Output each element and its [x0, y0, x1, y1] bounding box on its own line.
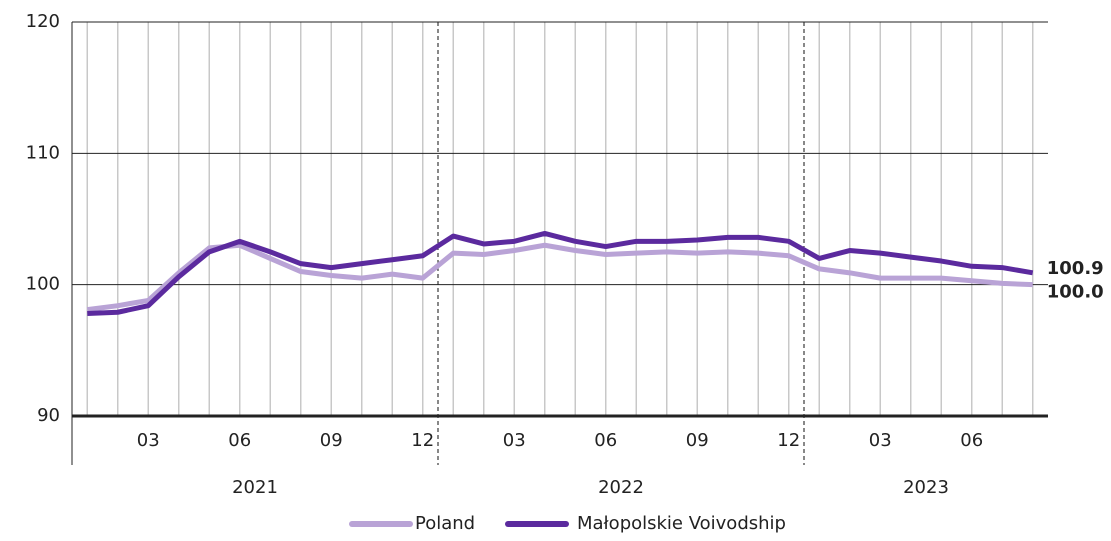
year-label: 2023 [903, 477, 949, 498]
end-label: 100.9 [1047, 258, 1104, 279]
y-tick-label: 110 [26, 142, 60, 163]
y-tick-label: 90 [37, 405, 60, 426]
series-line [86, 242, 1033, 313]
series-line [87, 230, 1034, 317]
x-tick-label: 03 [869, 430, 892, 451]
x-tick-label: 09 [686, 430, 709, 451]
year-label: 2022 [598, 477, 644, 498]
legend-label: Małopolskie Voivodship [577, 513, 786, 534]
year-label: 2021 [232, 477, 278, 498]
x-tick-label: 06 [594, 430, 617, 451]
x-tick-label: 12 [411, 430, 434, 451]
end-label: 100.0 [1047, 282, 1104, 303]
x-tick-label: 03 [137, 430, 160, 451]
legend-label: Poland [415, 513, 475, 534]
y-tick-label: 100 [26, 274, 60, 295]
y-tick-label: 120 [26, 11, 60, 32]
x-tick-label: 06 [228, 430, 251, 451]
x-tick-label: 12 [777, 430, 800, 451]
x-tick-label: 03 [503, 430, 526, 451]
x-tick-label: 06 [960, 430, 983, 451]
x-tick-label: 09 [320, 430, 343, 451]
